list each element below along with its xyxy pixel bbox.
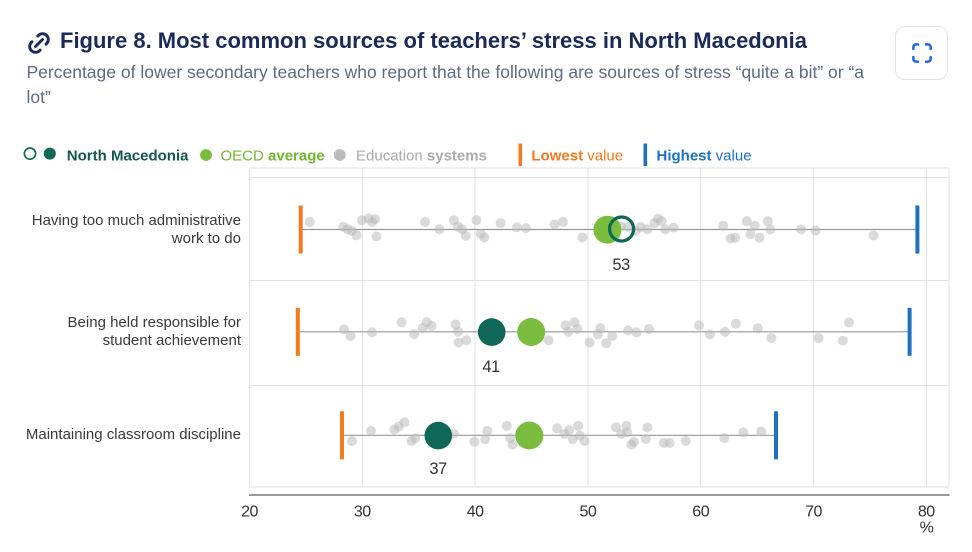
svg-text:60: 60 (692, 504, 709, 521)
svg-text:80: 80 (918, 504, 935, 521)
svg-text:50: 50 (580, 504, 597, 521)
svg-text:37: 37 (429, 460, 447, 478)
svg-text:North Macedonia: North Macedonia (67, 148, 189, 165)
svg-text:Lowest value: Lowest value (531, 148, 623, 165)
svg-text:Highest value: Highest value (657, 148, 752, 165)
svg-text:41: 41 (482, 358, 500, 376)
svg-text:53: 53 (612, 256, 630, 274)
svg-text:Education systems: Education systems (356, 148, 487, 165)
svg-text:40: 40 (467, 504, 484, 521)
svg-text:%: % (920, 520, 934, 537)
svg-text:OECD average: OECD average (221, 148, 325, 165)
svg-text:70: 70 (805, 504, 822, 521)
svg-text:30: 30 (354, 504, 371, 521)
svg-text:20: 20 (241, 504, 258, 521)
